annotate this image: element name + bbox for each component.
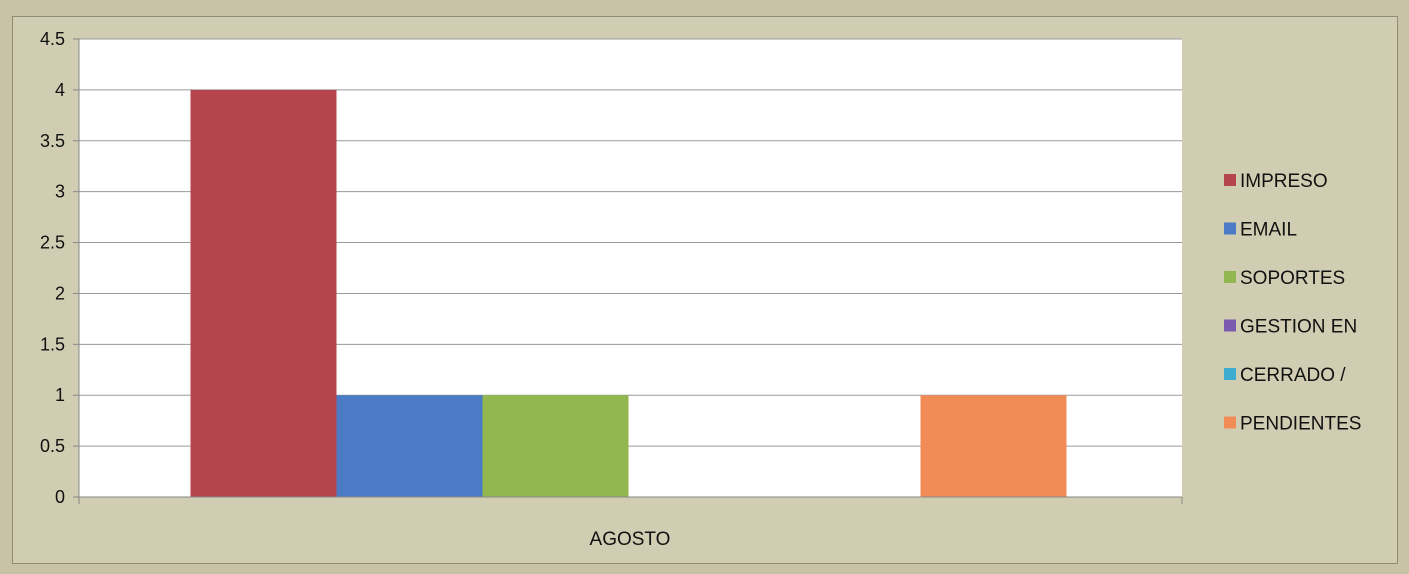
y-tick-label: 3.5	[40, 131, 65, 151]
y-tick-label: 3	[55, 182, 65, 202]
y-tick-label: 1	[55, 385, 65, 405]
y-tick-label: 4.5	[40, 29, 65, 49]
legend-swatch	[1224, 271, 1236, 283]
chart-frame: 0 0.5 1 1.5 2 2.5 3 3.5 4 4.5 AGOSTO IMPRESO EMAIL…	[12, 16, 1398, 564]
y-tick-label: 1.5	[40, 334, 65, 354]
legend-swatch	[1224, 416, 1236, 429]
y-tick-label: 4	[55, 80, 65, 100]
y-tick-label: 2	[55, 283, 65, 303]
legend-label: CERRADO /	[1240, 365, 1346, 386]
x-category-label: AGOSTO	[590, 529, 671, 550]
bar-email	[336, 395, 483, 497]
bar-impreso	[190, 89, 337, 497]
legend-label: EMAIL	[1240, 220, 1297, 241]
bar-soportes	[482, 395, 629, 497]
bars	[190, 89, 1067, 497]
legend: IMPRESO EMAIL SOPORTES GESTION EN CERRADO / P…	[1224, 171, 1361, 435]
legend-label: GESTION EN	[1240, 317, 1357, 338]
legend-label: IMPRESO	[1240, 171, 1328, 192]
legend-swatch	[1224, 174, 1236, 186]
axes	[78, 39, 1183, 504]
y-tick-label: 2.5	[40, 233, 65, 253]
legend-label: SOPORTES	[1240, 268, 1345, 289]
legend-swatch	[1224, 222, 1236, 235]
legend-label: PENDIENTES	[1240, 414, 1361, 435]
legend-swatch	[1224, 319, 1236, 332]
y-tick-label: 0.5	[40, 436, 65, 456]
bar-pendientes	[920, 395, 1067, 497]
y-axis-ticks: 0 0.5 1 1.5 2 2.5 3 3.5 4 4.5	[40, 29, 79, 507]
bar-chart: 0 0.5 1 1.5 2 2.5 3 3.5 4 4.5 AGOSTO IMPRESO EMAIL…	[40, 29, 1361, 550]
y-tick-label: 0	[55, 487, 65, 507]
legend-swatch	[1224, 368, 1236, 380]
